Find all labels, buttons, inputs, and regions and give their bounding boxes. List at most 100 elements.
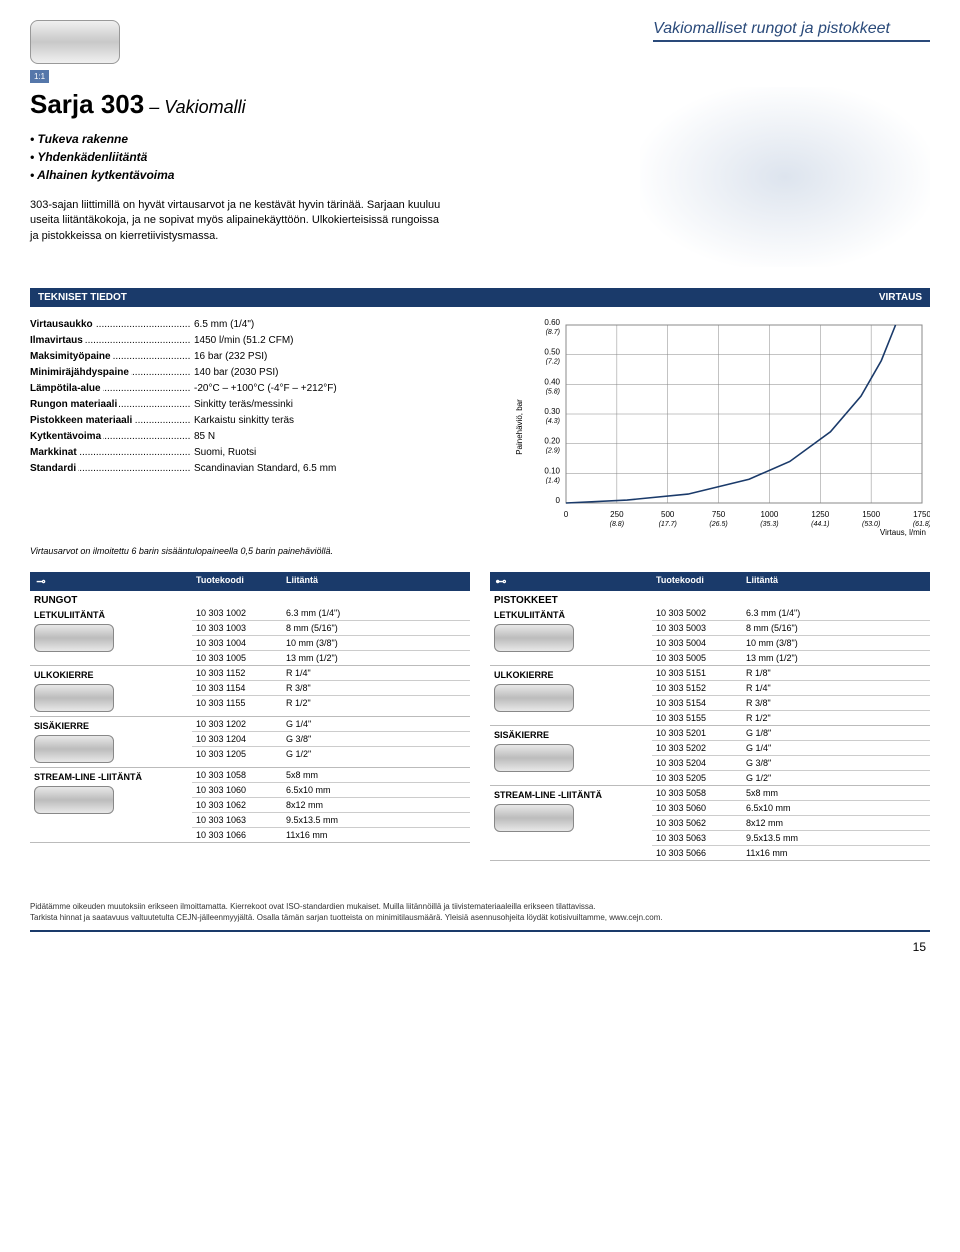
table-row: 10 303 10606.5x10 mm xyxy=(192,782,470,797)
svg-text:(5.8): (5.8) xyxy=(546,389,560,396)
spec-label: Virtausaukko xyxy=(30,319,95,330)
product-connection: 9.5x13.5 mm xyxy=(742,831,930,845)
spec-value: -20°C – +100°C (-4°F – +212°F) xyxy=(190,381,470,397)
connector-icon xyxy=(34,735,114,763)
svg-text:500: 500 xyxy=(661,510,675,519)
footer-line: Tarkista hinnat ja saatavuus valtuutetul… xyxy=(30,912,930,923)
table-row: 10 303 50639.5x13.5 mm xyxy=(652,830,930,845)
chart-note: Virtausarvot on ilmoitettu 6 barin sisää… xyxy=(30,546,930,556)
footer-text: Pidätämme oikeuden muutoksiin erikseen i… xyxy=(30,901,930,931)
table-row: 10 303 5154R 3/8" xyxy=(652,695,930,710)
product-connection: R 1/4" xyxy=(282,666,470,680)
spec-value: 6.5 mm (1/4") xyxy=(190,317,470,333)
spec-value: Karkaistu sinkitty teräs xyxy=(190,413,470,429)
product-code: 10 303 1002 xyxy=(192,606,282,620)
table-row: 10 303 10639.5x13.5 mm xyxy=(192,812,470,827)
socket-icon: ⊸ xyxy=(30,572,52,591)
svg-text:0.30: 0.30 xyxy=(544,407,560,416)
product-connection: G 3/8" xyxy=(742,756,930,770)
connector-icon xyxy=(494,624,574,652)
product-connection: 13 mm (1/2") xyxy=(282,651,470,665)
product-connection: 5x8 mm xyxy=(282,768,470,782)
connector-icon xyxy=(494,804,574,832)
products-right: ⊷ Tuotekoodi Liitäntä PISTOKKEET LETKULI… xyxy=(490,572,930,861)
table-row: 10 303 10585x8 mm xyxy=(192,768,470,782)
table-row: 10 303 5151R 1/8" xyxy=(652,666,930,680)
svg-text:1500: 1500 xyxy=(862,510,880,519)
th-conn: Liitäntä xyxy=(282,572,470,591)
table-row: 10 303 10026.3 mm (1/4") xyxy=(192,606,470,620)
product-code: 10 303 5202 xyxy=(652,741,742,755)
group-label: LETKULIITÄNTÄ xyxy=(490,606,652,665)
svg-text:(44.1): (44.1) xyxy=(811,521,829,528)
svg-text:(7.2): (7.2) xyxy=(546,359,560,366)
group-label: SISÄKIERRE xyxy=(30,717,192,767)
table-row: 10 303 50585x8 mm xyxy=(652,786,930,800)
table-row: 10 303 1204G 3/8" xyxy=(192,731,470,746)
series-title: Sarja 303 – Vakiomalli xyxy=(30,89,450,120)
svg-text:(8.8): (8.8) xyxy=(610,521,624,528)
svg-text:(4.3): (4.3) xyxy=(546,418,560,425)
product-connection: 10 mm (3/8") xyxy=(742,636,930,650)
table-row: 10 303 500513 mm (1/2") xyxy=(652,650,930,665)
table-row: 10 303 506611x16 mm xyxy=(652,845,930,860)
spec-value: 1450 l/min (51.2 CFM) xyxy=(190,333,470,349)
product-connection: R 1/4" xyxy=(742,681,930,695)
product-thumbnail xyxy=(30,20,120,64)
flow-chart: 0250(8.8)500(17.7)750(26.5)1000(35.3)125… xyxy=(510,317,930,540)
product-code: 10 303 5058 xyxy=(652,786,742,800)
product-code: 10 303 1062 xyxy=(192,798,282,812)
product-code: 10 303 1066 xyxy=(192,828,282,842)
product-connection: R 1/2" xyxy=(742,711,930,725)
product-connection: 8x12 mm xyxy=(742,816,930,830)
feature-bullet: Tukeva rakenne xyxy=(30,130,450,148)
product-connection: 11x16 mm xyxy=(742,846,930,860)
table-header-left: ⊸ Tuotekoodi Liitäntä xyxy=(30,572,470,591)
table-row: 10 303 10628x12 mm xyxy=(192,797,470,812)
th-code: Tuotekoodi xyxy=(652,572,742,591)
product-connection: 6.3 mm (1/4") xyxy=(282,606,470,620)
table-row: 10 303 5205G 1/2" xyxy=(652,770,930,785)
product-code: 10 303 5066 xyxy=(652,846,742,860)
spec-row: Maksimityöpaine16 bar (232 PSI) xyxy=(30,349,470,365)
product-group: SISÄKIERRE10 303 5201G 1/8"10 303 5202G … xyxy=(490,726,930,786)
product-group: ULKOKIERRE10 303 1152R 1/4"10 303 1154R … xyxy=(30,666,470,717)
product-connection: 8x12 mm xyxy=(282,798,470,812)
product-code: 10 303 5063 xyxy=(652,831,742,845)
product-code: 10 303 1154 xyxy=(192,681,282,695)
right-body: LETKULIITÄNTÄ10 303 50026.3 mm (1/4")10 … xyxy=(490,606,930,861)
product-code: 10 303 5201 xyxy=(652,726,742,740)
section-title: Vakiomalliset rungot ja pistokkeet xyxy=(653,20,930,42)
th-conn: Liitäntä xyxy=(742,572,930,591)
feature-bullet: Yhdenkädenliitäntä xyxy=(30,148,450,166)
product-connection: R 1/2" xyxy=(282,696,470,710)
product-code: 10 303 1152 xyxy=(192,666,282,680)
product-code: 10 303 5004 xyxy=(652,636,742,650)
product-code: 10 303 1003 xyxy=(192,621,282,635)
spec-row: MarkkinatSuomi, Ruotsi xyxy=(30,445,470,461)
spec-label: Rungon materiaali xyxy=(30,399,119,410)
svg-text:(1.4): (1.4) xyxy=(546,478,560,485)
tech-section-bar: TEKNISET TIEDOT VIRTAUS xyxy=(30,288,930,307)
spec-label: Standardi xyxy=(30,463,78,474)
table-row: 10 303 1205G 1/2" xyxy=(192,746,470,761)
spec-label: Ilmavirtaus xyxy=(30,335,85,346)
intro-paragraph: 303-sajan liittimillä on hyvät virtausar… xyxy=(30,198,450,244)
group-label: SISÄKIERRE xyxy=(490,726,652,785)
connector-icon xyxy=(494,684,574,712)
spec-value: 85 N xyxy=(190,429,470,445)
spec-value: Scandinavian Standard, 6.5 mm xyxy=(190,461,470,477)
feature-bullet: Alhainen kytkentävoima xyxy=(30,166,450,184)
svg-text:0.60: 0.60 xyxy=(544,318,560,327)
spec-value: 140 bar (2030 PSI) xyxy=(190,365,470,381)
product-group: ULKOKIERRE10 303 5151R 1/8"10 303 5152R … xyxy=(490,666,930,726)
product-connection: G 1/2" xyxy=(282,747,470,761)
table-row: 10 303 50038 mm (5/16") xyxy=(652,620,930,635)
group-label: ULKOKIERRE xyxy=(30,666,192,716)
product-connection: 6.5x10 mm xyxy=(282,783,470,797)
table-row: 10 303 500410 mm (3/8") xyxy=(652,635,930,650)
spec-label: Maksimityöpaine xyxy=(30,351,113,362)
product-code: 10 303 1063 xyxy=(192,813,282,827)
product-code: 10 303 5002 xyxy=(652,606,742,620)
product-code: 10 303 1060 xyxy=(192,783,282,797)
